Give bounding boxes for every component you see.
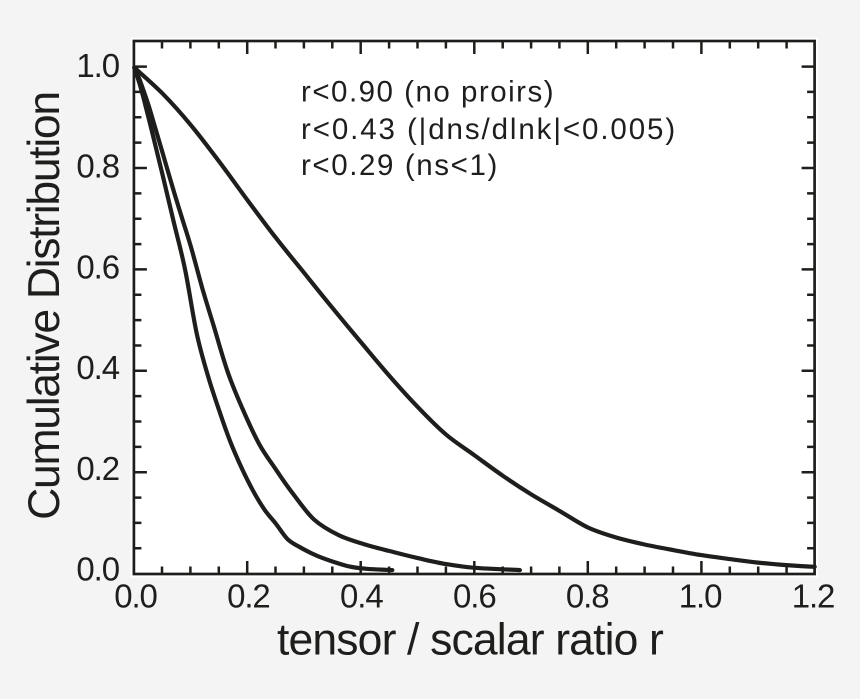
svg-text:1.0: 1.0 bbox=[76, 47, 119, 84]
svg-text:0.2: 0.2 bbox=[76, 450, 119, 487]
svg-text:1.2: 1.2 bbox=[792, 578, 835, 615]
svg-text:r<0.43 (|dns/dlnk|<0.005): r<0.43 (|dns/dlnk|<0.005) bbox=[301, 113, 677, 146]
svg-text:0.4: 0.4 bbox=[76, 349, 119, 386]
svg-text:0.8: 0.8 bbox=[76, 148, 119, 185]
svg-text:r<0.90 (no proirs): r<0.90 (no proirs) bbox=[301, 75, 555, 108]
svg-text:0.2: 0.2 bbox=[227, 578, 270, 615]
svg-text:tensor / scalar ratio r: tensor / scalar ratio r bbox=[277, 616, 664, 665]
svg-text:1.0: 1.0 bbox=[679, 578, 722, 615]
svg-text:0.6: 0.6 bbox=[76, 248, 119, 285]
svg-text:0.0: 0.0 bbox=[114, 578, 157, 615]
svg-text:0.0: 0.0 bbox=[76, 551, 119, 588]
svg-text:0.4: 0.4 bbox=[340, 578, 383, 615]
svg-text:r<0.29 (ns<1): r<0.29 (ns<1) bbox=[301, 149, 499, 182]
svg-text:0.6: 0.6 bbox=[453, 578, 496, 615]
svg-text:0.8: 0.8 bbox=[566, 578, 609, 615]
svg-text:Cumulative Distribution: Cumulative Distribution bbox=[20, 92, 69, 520]
